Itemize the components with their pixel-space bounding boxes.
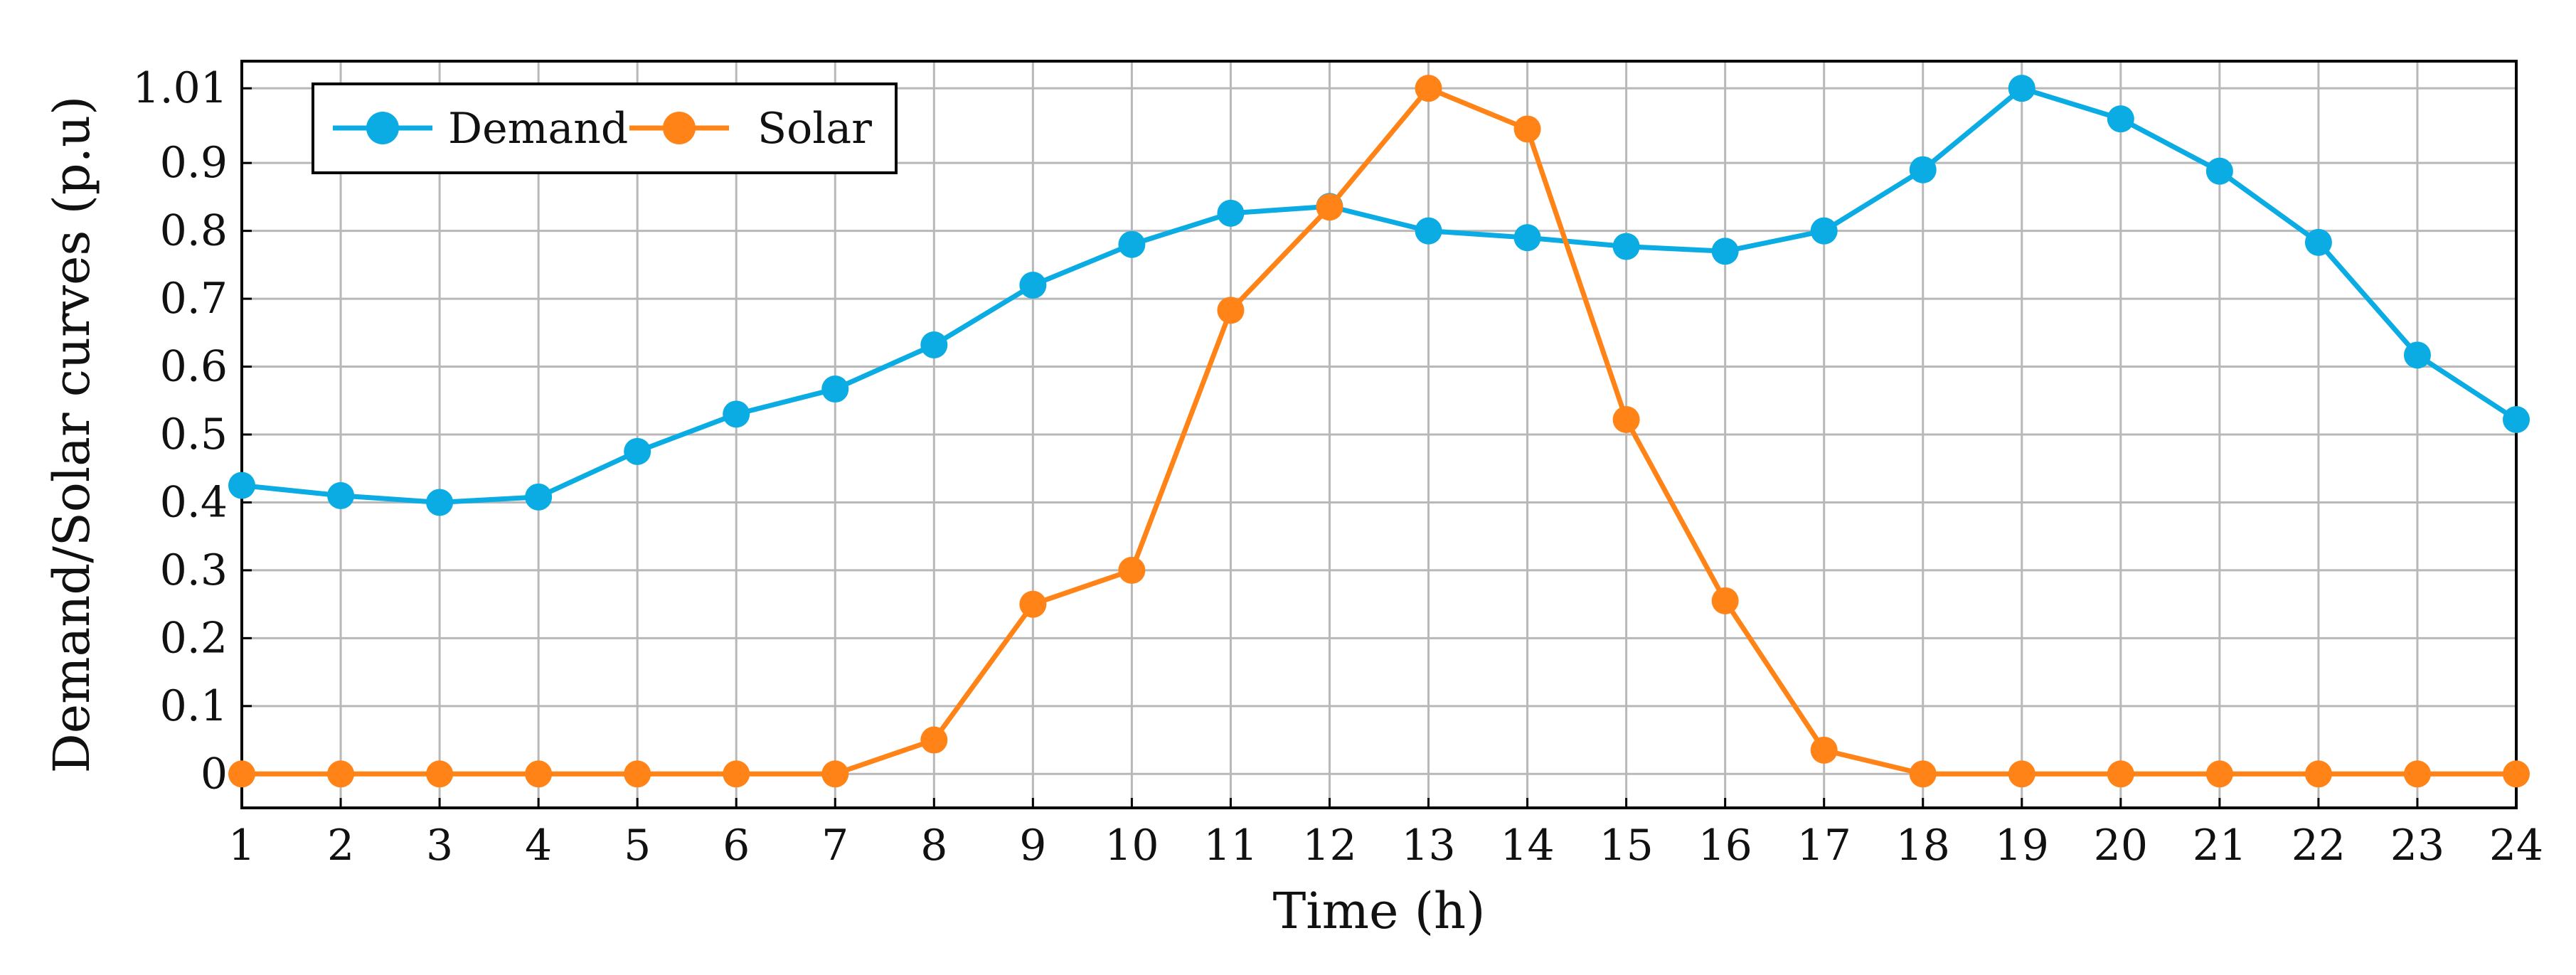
x-tick-label: 20	[2094, 821, 2148, 870]
x-tick-label: 10	[1105, 821, 1159, 870]
x-tick-label: 11	[1203, 821, 1257, 870]
x-tick-label: 13	[1401, 821, 1455, 870]
data-point-demand	[821, 375, 849, 403]
x-tick-label: 22	[2292, 821, 2346, 870]
data-point-demand	[1513, 224, 1541, 252]
y-tick-label: 0.2	[160, 613, 228, 663]
y-tick-label: 0.1	[160, 681, 228, 731]
data-point-demand	[327, 481, 355, 509]
x-tick-label: 9	[1019, 821, 1046, 870]
x-tick-label: 24	[2489, 821, 2543, 870]
data-point-demand	[2205, 157, 2233, 185]
data-point-solar	[2304, 760, 2332, 788]
x-tick-label: 21	[2193, 821, 2247, 870]
x-axis-title: Time (h)	[1273, 882, 1486, 940]
y-tick-label: 0	[201, 749, 228, 799]
x-tick-label: 8	[920, 821, 947, 870]
x-tick-label: 15	[1599, 821, 1653, 870]
data-point-solar	[1316, 193, 1343, 221]
data-point-demand	[2503, 406, 2530, 433]
data-point-demand	[2403, 341, 2431, 369]
x-tick-label: 1	[228, 821, 255, 870]
y-tick-label: 0.3	[160, 545, 228, 595]
y-tick-label: 0.5	[160, 410, 228, 459]
y-axis-title: Demand/Solar curves (p.u)	[43, 96, 101, 774]
data-point-solar	[525, 760, 553, 788]
legend-marker-solar	[663, 112, 696, 144]
series-line-solar	[242, 85, 2516, 777]
data-point-demand	[525, 483, 553, 511]
data-point-solar	[2403, 760, 2431, 788]
data-point-solar	[228, 760, 255, 788]
x-tick-label: 4	[525, 821, 552, 870]
data-point-solar	[2008, 760, 2035, 788]
data-point-demand	[624, 437, 651, 465]
data-point-demand	[1415, 217, 1442, 245]
data-point-solar	[1711, 587, 1739, 614]
data-point-demand	[1612, 233, 1640, 260]
data-point-solar	[2205, 760, 2233, 788]
data-point-demand	[2107, 105, 2134, 133]
y-tick-label: 0.9	[160, 138, 228, 188]
data-point-demand	[1217, 199, 1245, 227]
data-point-demand	[2008, 75, 2035, 102]
x-tick-label: 7	[821, 821, 848, 870]
x-tick-label: 17	[1797, 821, 1851, 870]
x-tick-label: 6	[723, 821, 750, 870]
data-point-solar	[821, 760, 849, 788]
x-tick-label: 2	[327, 821, 354, 870]
data-point-demand	[1810, 217, 1838, 245]
x-tick-label: 12	[1302, 821, 1356, 870]
legend-label-solar: Solar	[757, 104, 872, 154]
x-tick-label: 19	[1995, 821, 2049, 870]
data-point-solar	[1810, 736, 1838, 764]
y-tick-label: 0.4	[160, 477, 228, 527]
y-tick-label: 1.01	[132, 63, 228, 113]
data-point-solar	[2503, 760, 2530, 788]
data-point-demand	[1118, 230, 1146, 258]
data-point-demand	[228, 471, 255, 499]
data-point-solar	[426, 760, 454, 788]
tick-labels: 1 2 3 4 5 6 7 8 9 10 11 12 13 14 15 16 17 18 19 20 21 22 23 240…	[132, 63, 2543, 870]
legend: Demand Solar	[312, 82, 898, 174]
series-line-demand	[241, 85, 2518, 505]
data-point-demand	[723, 400, 750, 428]
data-point-demand	[426, 489, 454, 516]
data-point-solar	[920, 726, 948, 754]
data-point-solar	[327, 760, 355, 788]
data-point-solar	[1513, 115, 1541, 143]
x-tick-label: 3	[426, 821, 453, 870]
data-point-demand	[1909, 156, 1937, 183]
data-point-demand	[2304, 228, 2332, 256]
y-tick-label: 0.6	[160, 342, 228, 392]
data-point-solar	[1019, 590, 1047, 618]
data-point-solar	[624, 760, 651, 788]
data-point-demand	[1019, 272, 1047, 299]
x-tick-label: 18	[1896, 821, 1950, 870]
data-point-demand	[920, 331, 948, 358]
data-point-demand	[1711, 238, 1739, 265]
x-tick-label: 16	[1698, 821, 1752, 870]
data-point-solar	[2107, 760, 2134, 788]
y-tick-label: 0.7	[160, 274, 228, 324]
x-tick-label: 5	[624, 821, 651, 870]
data-point-solar	[1217, 297, 1245, 324]
x-tick-label: 14	[1500, 821, 1554, 870]
y-tick-label: 0.8	[160, 206, 228, 256]
x-tick-label: 23	[2390, 821, 2444, 870]
plot-frame	[240, 60, 2518, 809]
data-point-solar	[1612, 406, 1640, 433]
data-point-solar	[1118, 556, 1146, 584]
series-layer	[228, 75, 2530, 788]
legend-marker-demand	[366, 112, 399, 144]
data-point-solar	[723, 760, 750, 788]
data-point-solar	[1909, 760, 1937, 788]
legend-label-demand: Demand	[448, 104, 628, 154]
data-point-solar	[1415, 75, 1442, 102]
